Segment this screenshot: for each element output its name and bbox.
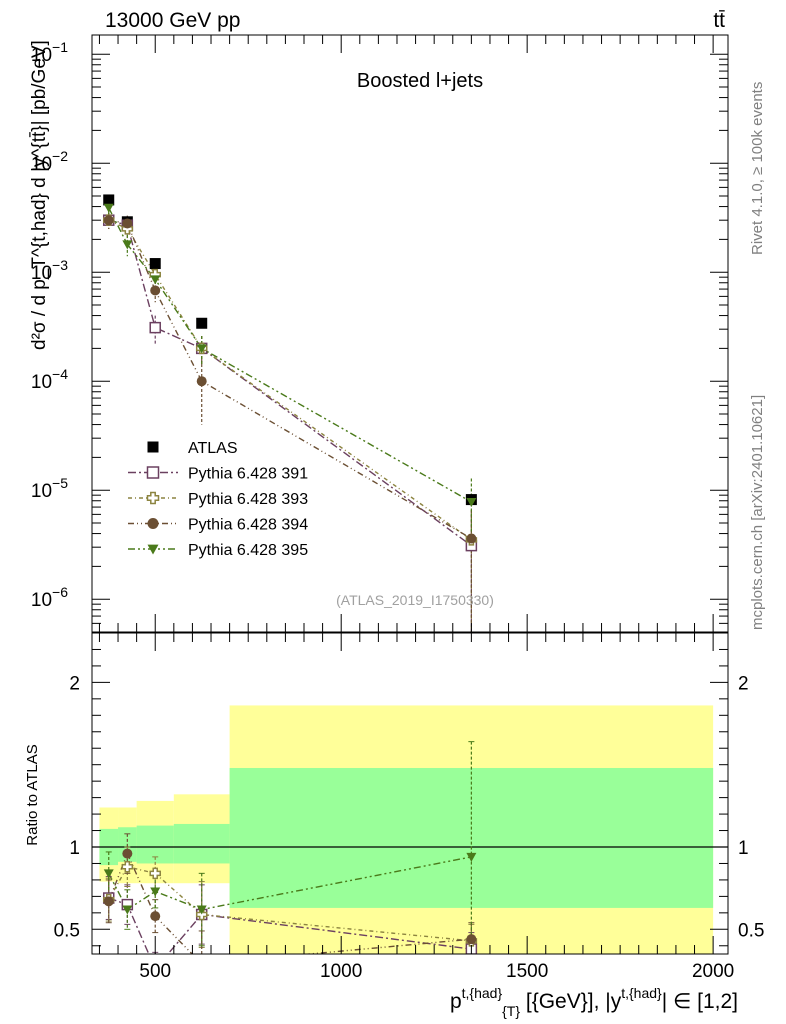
x-axis-label-p: p bbox=[450, 990, 462, 1013]
y-tick-label-base: 10 bbox=[31, 481, 52, 502]
x-axis-label-sup2: t,{had} bbox=[621, 985, 662, 1001]
ratio-point bbox=[122, 905, 133, 915]
main-title: Boosted l+jets bbox=[357, 70, 483, 92]
ratio-point bbox=[196, 905, 207, 915]
y-tick-label-base: 10 bbox=[31, 590, 52, 611]
legend: ATLAS Pythia 6.428 391 Pythia 6.428 393 Pyt… bbox=[128, 440, 308, 559]
x-tick-label: 1500 bbox=[506, 961, 548, 982]
legend-label: ATLAS bbox=[188, 440, 238, 457]
ratio-point bbox=[466, 934, 477, 945]
mc-point bbox=[150, 275, 161, 285]
y-tick-label-exp: −2 bbox=[52, 148, 68, 164]
y-tick-label: 10−6 bbox=[31, 584, 68, 611]
legend-marker bbox=[147, 518, 159, 529]
x-tick-label: 2000 bbox=[692, 961, 734, 982]
mc-point bbox=[196, 344, 207, 354]
legend-marker bbox=[147, 441, 159, 453]
legend-label: Pythia 6.428 394 bbox=[188, 517, 308, 534]
y-tick-label: 10−1 bbox=[31, 39, 68, 66]
main-ylabel-text: d²σ / d p_T^{t,had} d |y^{tt̄}| [pb/GeV] bbox=[29, 40, 50, 350]
x-tick-label: 1000 bbox=[320, 961, 362, 982]
ratio-axes: 0.5 0.5 1 1 2 2 500 1000 1500 2000 bbox=[54, 633, 764, 982]
ratio-y-tick-label-right: 2 bbox=[738, 673, 749, 694]
legend-marker bbox=[146, 491, 160, 505]
ratio-point bbox=[122, 848, 133, 859]
mc-point bbox=[122, 218, 133, 229]
process-label: 13000 GeV pp bbox=[105, 9, 240, 32]
mc-point bbox=[466, 497, 477, 507]
series-line bbox=[108, 219, 472, 547]
legend-label: Pythia 6.428 393 bbox=[188, 491, 308, 508]
y-tick-label: 10−4 bbox=[31, 366, 68, 393]
ratio-frame bbox=[91, 632, 729, 955]
main-ylabel: d²σ / d p_T^{t,had} d |y^{tt̄}| [pb/GeV] bbox=[29, 40, 50, 350]
x-axis-label-end: | ∈ [1,2] bbox=[662, 990, 738, 1013]
ratio-y-tick-label-left: 1 bbox=[69, 838, 80, 859]
y-tick-label-exp: −4 bbox=[52, 366, 68, 382]
main-frame bbox=[91, 34, 729, 633]
ratio-point bbox=[103, 869, 114, 879]
final-state-label: tt̄ bbox=[713, 9, 725, 32]
mc-point bbox=[466, 533, 477, 544]
y-tick-label-exp: −6 bbox=[52, 584, 68, 600]
ratio-data-layer bbox=[92, 705, 728, 969]
mc-point bbox=[150, 285, 161, 296]
mc-point bbox=[149, 321, 161, 334]
ratio-point bbox=[466, 852, 477, 862]
series-line bbox=[108, 219, 472, 541]
ratio-y-tick-label-right: 1 bbox=[738, 838, 749, 859]
ratio-series-line bbox=[108, 897, 472, 954]
y-tick-label-exp: −3 bbox=[52, 257, 68, 273]
y-tick-label: 10−3 bbox=[31, 257, 68, 284]
uncertainty-band-inner bbox=[173, 823, 230, 864]
mc-point bbox=[103, 203, 114, 213]
main-axes: 10−610−510−410−310−210−1 bbox=[31, 35, 728, 633]
series-line bbox=[108, 207, 472, 503]
y-tick-label-base: 10 bbox=[31, 372, 52, 393]
ratio-point bbox=[149, 867, 161, 880]
ratio-y-tick-label-left: 2 bbox=[69, 673, 80, 694]
ratio-point bbox=[197, 959, 207, 969]
x-tick-label: 500 bbox=[139, 961, 171, 982]
y-tick-label-exp: −5 bbox=[52, 475, 68, 491]
legend-label: Pythia 6.428 395 bbox=[188, 542, 308, 559]
ratio-series-line bbox=[108, 856, 472, 911]
atlas-point bbox=[103, 194, 115, 206]
ratio-y-tick-label-right: 0.5 bbox=[738, 920, 764, 941]
y-tick-label-exp: −1 bbox=[52, 39, 68, 55]
y-tick-label: 10−5 bbox=[31, 475, 68, 502]
ratio-point bbox=[150, 911, 161, 922]
mcplots-label: mcplots.cern.ch [arXiv:2401.10621] bbox=[749, 395, 766, 630]
x-axis-label: pt,{had}{T} [{GeV}], |yt,{had}| ∈ [1,2] bbox=[450, 985, 738, 1019]
mc-point bbox=[122, 240, 133, 250]
y-tick-label-base: 10 bbox=[31, 45, 52, 66]
legend-label: Pythia 6.428 391 bbox=[188, 466, 308, 483]
legend-marker bbox=[146, 466, 160, 479]
x-axis-label-sub: {T} bbox=[502, 1003, 520, 1019]
main-panel: 10−610−510−410−310−210−1 Boosted l+jets … bbox=[29, 34, 729, 633]
y-tick-label-base: 10 bbox=[31, 154, 52, 175]
ratio-ylabel: Ratio to ATLAS bbox=[24, 744, 41, 845]
mc-point bbox=[103, 215, 114, 226]
legend-marker bbox=[147, 544, 159, 555]
mc-point bbox=[196, 376, 207, 387]
y-tick-label: 10−2 bbox=[31, 148, 68, 175]
y-tick-label-base: 10 bbox=[31, 263, 52, 284]
x-axis-label-mid: [{GeV}], |y bbox=[520, 990, 622, 1013]
atlas-point bbox=[149, 258, 161, 270]
ratio-point bbox=[121, 861, 134, 873]
ratio-y-tick-label-left: 0.5 bbox=[54, 920, 80, 941]
main-data-layer bbox=[102, 194, 478, 632]
ratio-point bbox=[103, 896, 114, 907]
ratio-point bbox=[150, 887, 161, 897]
watermark: (ATLAS_2019_I1750330) bbox=[336, 592, 494, 608]
rivet-label: Rivet 4.1.0, ≥ 100k events bbox=[749, 82, 766, 255]
atlas-point bbox=[196, 317, 208, 329]
x-axis-label-sup: t,{had} bbox=[462, 985, 503, 1001]
ratio-panel: 0.5 0.5 1 1 2 2 500 1000 1500 2000 Ratio to ATLAS… bbox=[24, 632, 764, 1019]
